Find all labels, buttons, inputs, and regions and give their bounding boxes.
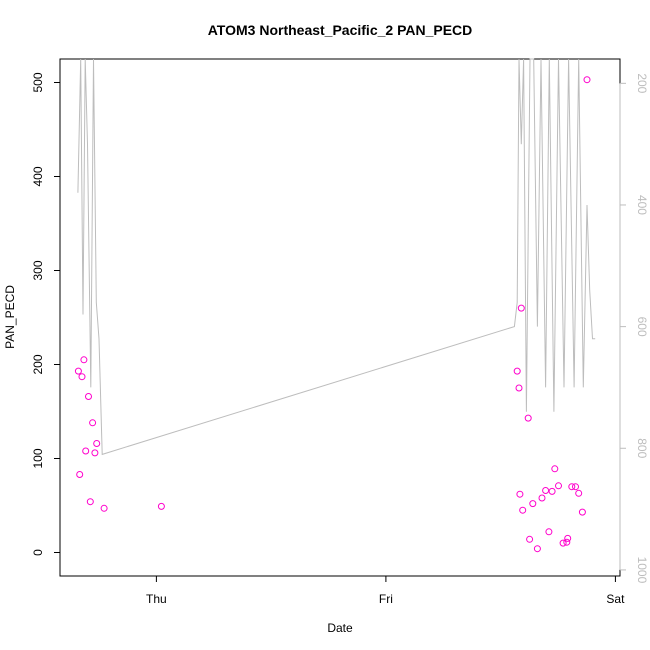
data-point — [513, 367, 521, 375]
x-tick-label: Sat — [606, 592, 625, 606]
data-point — [572, 483, 579, 491]
chart-title: ATOM3 Northeast_Pacific_2 PAN_PECD — [208, 22, 473, 38]
y2-tick-label: 1000 — [635, 557, 649, 584]
data-point — [538, 494, 546, 502]
y-tick-label: 400 — [31, 166, 45, 186]
data-point — [515, 384, 523, 392]
x-axis: Thu Fri Sat — [146, 575, 625, 606]
data-point — [76, 471, 84, 478]
data-point — [80, 356, 88, 364]
data-point — [86, 498, 94, 506]
y-tick-label: 500 — [31, 72, 45, 92]
trace-line — [77, 58, 596, 456]
data-point — [563, 538, 571, 546]
data-point — [583, 76, 591, 84]
data-point — [545, 528, 553, 536]
y2-tick-label: 800 — [635, 438, 649, 458]
data-points — [74, 76, 591, 553]
data-point — [551, 465, 559, 473]
data-point — [82, 447, 90, 455]
y-tick-label: 300 — [31, 260, 45, 280]
data-point — [526, 535, 534, 543]
data-point — [519, 506, 527, 514]
y2-tick-label: 600 — [635, 317, 649, 337]
data-point — [578, 508, 586, 516]
y-tick-label: 200 — [31, 354, 45, 374]
data-point — [548, 487, 556, 495]
y2-tick-label: 200 — [635, 73, 649, 93]
y-tick-label: 100 — [31, 448, 45, 468]
data-point — [524, 414, 532, 422]
data-point — [529, 500, 537, 508]
data-point — [78, 373, 86, 381]
y-axis: 0 100 200 300 400 500 — [31, 72, 61, 556]
data-point — [516, 490, 524, 498]
data-point — [91, 449, 99, 457]
data-point — [533, 545, 541, 553]
y2-tick-label: 400 — [635, 195, 649, 215]
data-point — [89, 419, 97, 427]
secondary-y-axis: 200 400 600 800 1000 — [619, 73, 649, 584]
data-point — [564, 534, 572, 542]
x-tick-label: Thu — [146, 592, 167, 606]
data-point — [575, 489, 583, 497]
data-point — [93, 440, 101, 447]
data-point — [100, 504, 108, 512]
data-point — [157, 502, 165, 510]
trace-lines — [77, 58, 596, 456]
data-point — [74, 367, 82, 375]
data-point — [559, 539, 567, 547]
data-point — [517, 304, 525, 312]
data-point — [542, 487, 550, 494]
data-point — [568, 483, 576, 491]
data-point — [85, 393, 92, 400]
plot-frame — [59, 58, 621, 577]
x-tick-label: Fri — [379, 592, 393, 606]
y-axis-label: PAN_PECD — [3, 285, 17, 349]
data-point — [555, 482, 562, 490]
x-axis-label: Date — [327, 621, 353, 635]
y-tick-label: 0 — [31, 549, 45, 556]
